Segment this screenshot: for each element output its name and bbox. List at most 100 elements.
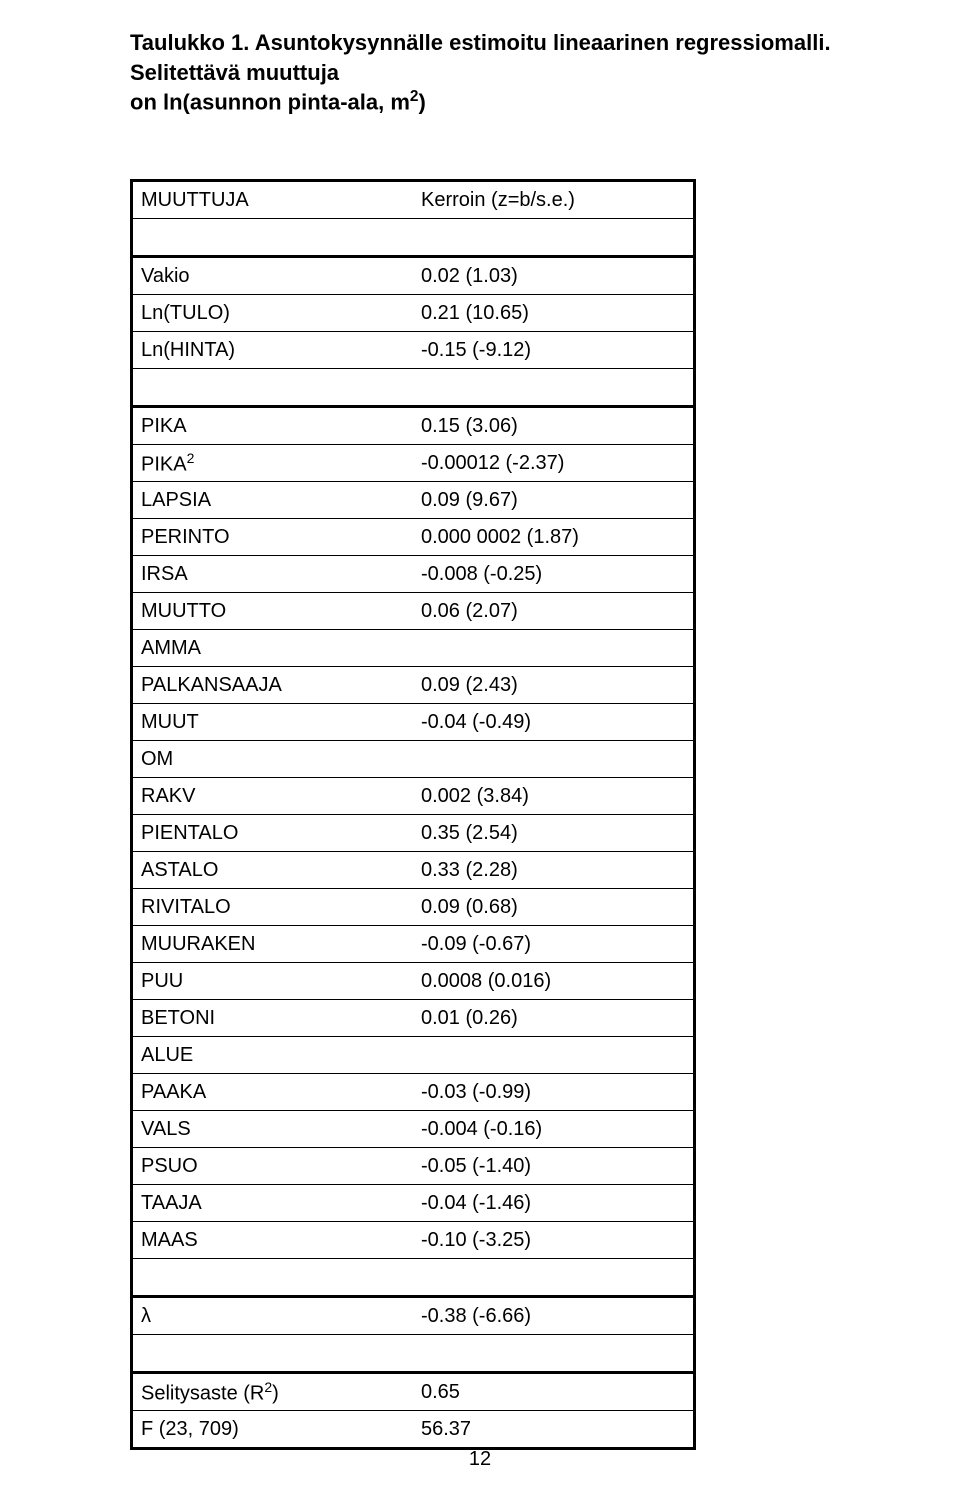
table-row: VALS -0.004 (-0.16) [133, 1111, 693, 1148]
cell-value: 0.33 (2.28) [413, 852, 693, 889]
cell-label: ASTALO [133, 852, 413, 889]
cell-empty [413, 369, 693, 407]
table-row: PALKANSAAJA 0.09 (2.43) [133, 667, 693, 704]
cell-value: -0.05 (-1.40) [413, 1148, 693, 1185]
table-row: PIENTALO 0.35 (2.54) [133, 815, 693, 852]
cell-value: -0.15 (-9.12) [413, 332, 693, 369]
cell-value [413, 630, 693, 667]
cell-label: IRSA [133, 556, 413, 593]
table-row: PAAKA -0.03 (-0.99) [133, 1074, 693, 1111]
cell-value: -0.09 (-0.67) [413, 926, 693, 963]
cell-label: PIENTALO [133, 815, 413, 852]
cell-value: 0.02 (1.03) [413, 257, 693, 295]
cell-empty [133, 219, 413, 257]
cell-empty [413, 1259, 693, 1297]
table-row: Ln(HINTA) -0.15 (-9.12) [133, 332, 693, 369]
cell-label: λ [133, 1297, 413, 1335]
cell-label: RIVITALO [133, 889, 413, 926]
cell-label: RAKV [133, 778, 413, 815]
header-col1: MUUTTUJA [133, 182, 413, 219]
cell-label: VALS [133, 1111, 413, 1148]
table-row: MUUTTO 0.06 (2.07) [133, 593, 693, 630]
regression-table: MUUTTUJA Kerroin (z=b/s.e.) Vakio 0.02 (… [130, 179, 696, 1450]
table-row: ASTALO 0.33 (2.28) [133, 852, 693, 889]
cell-value: 0.21 (10.65) [413, 295, 693, 332]
table: MUUTTUJA Kerroin (z=b/s.e.) Vakio 0.02 (… [133, 182, 693, 1447]
cell-value: 56.37 [413, 1411, 693, 1448]
cell-label-pika2: PIKA2PIKA2 [133, 445, 413, 482]
cell-empty [413, 1335, 693, 1373]
header-col2: Kerroin (z=b/s.e.) [413, 182, 693, 219]
cell-label-r2: Selitysaste (R2)Selitysaste (R2) [133, 1373, 413, 1411]
table-row [133, 369, 693, 407]
caption-line-1: Taulukko 1. Asuntokysynnälle estimoitu l… [130, 28, 850, 87]
cell-label: Ln(TULO) [133, 295, 413, 332]
page: Taulukko 1. Asuntokysynnälle estimoitu l… [0, 0, 960, 1499]
table-row: TAAJA -0.04 (-1.46) [133, 1185, 693, 1222]
table-row [133, 1335, 693, 1373]
caption-line2-prefix: on ln(asunnon pinta-ala, m [130, 90, 410, 115]
table-row [133, 219, 693, 257]
cell-label: MUUTTO [133, 593, 413, 630]
table-row: AMMA [133, 630, 693, 667]
cell-label: ALUE [133, 1037, 413, 1074]
table-row: PIKA2PIKA2 -0.00012 (-2.37) [133, 445, 693, 482]
cell-label: BETONI [133, 1000, 413, 1037]
table-caption: Taulukko 1. Asuntokysynnälle estimoitu l… [130, 28, 850, 117]
table-row: MUURAKEN -0.09 (-0.67) [133, 926, 693, 963]
cell-value: 0.000 0002 (1.87) [413, 519, 693, 556]
cell-value: -0.008 (-0.25) [413, 556, 693, 593]
cell-value: 0.15 (3.06) [413, 407, 693, 445]
cell-value: -0.10 (-3.25) [413, 1222, 693, 1259]
cell-value: 0.35 (2.54) [413, 815, 693, 852]
table-row: PSUO -0.05 (-1.40) [133, 1148, 693, 1185]
cell-value: 0.002 (3.84) [413, 778, 693, 815]
cell-empty [133, 1259, 413, 1297]
cell-empty [413, 219, 693, 257]
page-number: 12 [0, 1448, 960, 1471]
table-row: BETONI 0.01 (0.26) [133, 1000, 693, 1037]
table-row: Selitysaste (R2)Selitysaste (R2) 0.65 [133, 1373, 693, 1411]
cell-value [413, 1037, 693, 1074]
table-row: PERINTO 0.000 0002 (1.87) [133, 519, 693, 556]
cell-value: -0.04 (-1.46) [413, 1185, 693, 1222]
cell-label: Vakio [133, 257, 413, 295]
cell-value: 0.65 [413, 1373, 693, 1411]
cell-label: AMMA [133, 630, 413, 667]
cell-label: PSUO [133, 1148, 413, 1185]
cell-value: 0.01 (0.26) [413, 1000, 693, 1037]
table-row: LAPSIA 0.09 (9.67) [133, 482, 693, 519]
table-header-row: MUUTTUJA Kerroin (z=b/s.e.) [133, 182, 693, 219]
cell-label: PUU [133, 963, 413, 1000]
cell-label: F (23, 709) [133, 1411, 413, 1448]
cell-label: LAPSIA [133, 482, 413, 519]
table-row: ALUE [133, 1037, 693, 1074]
cell-value: 0.0008 (0.016) [413, 963, 693, 1000]
table-row: PUU 0.0008 (0.016) [133, 963, 693, 1000]
table-row: Ln(TULO) 0.21 (10.65) [133, 295, 693, 332]
table-row: MAAS -0.10 (-3.25) [133, 1222, 693, 1259]
cell-value: 0.09 (9.67) [413, 482, 693, 519]
cell-label: MUURAKEN [133, 926, 413, 963]
table-row: λ -0.38 (-6.66) [133, 1297, 693, 1335]
table-row: F (23, 709) 56.37 [133, 1411, 693, 1448]
cell-label: OM [133, 741, 413, 778]
cell-value: -0.004 (-0.16) [413, 1111, 693, 1148]
cell-label: Ln(HINTA) [133, 332, 413, 369]
cell-label: MUUT [133, 704, 413, 741]
cell-value: -0.03 (-0.99) [413, 1074, 693, 1111]
cell-value: -0.38 (-6.66) [413, 1297, 693, 1335]
table-row: PIKA 0.15 (3.06) [133, 407, 693, 445]
cell-label: PERINTO [133, 519, 413, 556]
cell-label: TAAJA [133, 1185, 413, 1222]
caption-line2-suffix: ) [418, 90, 425, 115]
cell-label: PAAKA [133, 1074, 413, 1111]
table-row: MUUT -0.04 (-0.49) [133, 704, 693, 741]
table-row: Vakio 0.02 (1.03) [133, 257, 693, 295]
table-row: IRSA -0.008 (-0.25) [133, 556, 693, 593]
cell-value: -0.00012 (-2.37) [413, 445, 693, 482]
cell-label: PIKA [133, 407, 413, 445]
table-row: RIVITALO 0.09 (0.68) [133, 889, 693, 926]
cell-value: 0.09 (2.43) [413, 667, 693, 704]
cell-label: PALKANSAAJA [133, 667, 413, 704]
